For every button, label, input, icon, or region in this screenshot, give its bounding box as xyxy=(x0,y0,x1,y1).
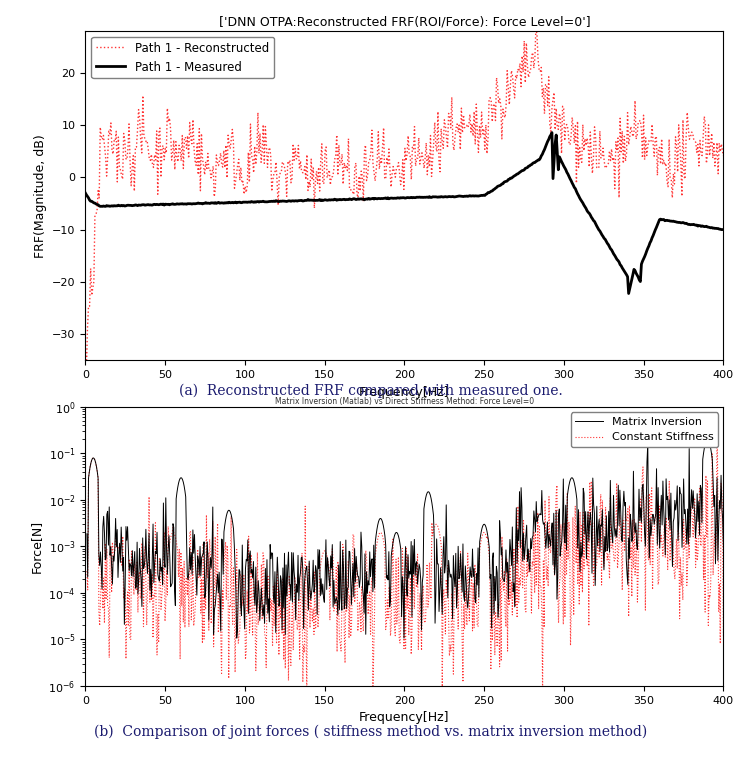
Path 1 - Measured xyxy=(457,191,466,201)
Matrix Inversion xyxy=(82,529,91,539)
Constant Stiffness xyxy=(489,606,498,615)
Constant Stiffness xyxy=(712,412,721,421)
Path 1 - Measured xyxy=(507,174,516,183)
Y-axis label: Force[N]: Force[N] xyxy=(30,520,43,573)
Legend: Path 1 - Reconstructed, Path 1 - Measured: Path 1 - Reconstructed, Path 1 - Measure… xyxy=(91,37,274,78)
Path 1 - Measured xyxy=(548,128,556,137)
Path 1 - Reconstructed xyxy=(719,151,728,160)
Line: Path 1 - Measured: Path 1 - Measured xyxy=(85,133,723,294)
Path 1 - Reconstructed xyxy=(246,119,255,129)
Path 1 - Reconstructed xyxy=(563,124,572,133)
Matrix Inversion xyxy=(470,564,479,573)
Line: Matrix Inversion: Matrix Inversion xyxy=(87,439,723,638)
X-axis label: Frequency[Hz]: Frequency[Hz] xyxy=(359,386,450,398)
Title: Matrix Inversion (Matlab) vs Direct Stiffness Method: Force Level=0: Matrix Inversion (Matlab) vs Direct Stif… xyxy=(275,397,534,406)
Path 1 - Measured xyxy=(562,167,571,177)
Matrix Inversion xyxy=(703,435,712,444)
Path 1 - Reconstructed xyxy=(458,128,467,137)
Path 1 - Measured xyxy=(370,195,378,204)
Line: Constant Stiffness: Constant Stiffness xyxy=(87,416,723,695)
Constant Stiffness xyxy=(719,632,728,641)
Matrix Inversion xyxy=(489,548,498,557)
Constant Stiffness xyxy=(302,691,311,700)
Path 1 - Reconstructed xyxy=(81,344,90,353)
Matrix Inversion xyxy=(122,522,131,531)
Matrix Inversion xyxy=(453,585,462,594)
Matrix Inversion xyxy=(399,633,408,642)
Path 1 - Measured xyxy=(81,188,90,198)
Path 1 - Measured xyxy=(245,198,254,207)
Constant Stiffness xyxy=(470,623,479,632)
Text: (a)  Reconstructed FRF compared with measured one.: (a) Reconstructed FRF compared with meas… xyxy=(179,384,563,398)
Constant Stiffness xyxy=(453,578,462,587)
Legend: Matrix Inversion, Constant Stiffness: Matrix Inversion, Constant Stiffness xyxy=(571,412,718,447)
Path 1 - Measured xyxy=(624,289,633,298)
Path 1 - Reconstructed xyxy=(82,367,91,376)
Path 1 - Measured xyxy=(719,225,728,234)
X-axis label: Frequency[Hz]: Frequency[Hz] xyxy=(359,711,450,724)
Constant Stiffness xyxy=(122,654,131,663)
Constant Stiffness xyxy=(631,557,640,567)
Constant Stiffness xyxy=(82,567,91,576)
Path 1 - Reconstructed xyxy=(195,124,204,133)
Line: Path 1 - Reconstructed: Path 1 - Reconstructed xyxy=(85,26,723,371)
Text: (b)  Comparison of joint forces ( stiffness method vs. matrix inversion method): (b) Comparison of joint forces ( stiffne… xyxy=(94,725,648,739)
Path 1 - Measured xyxy=(194,198,203,208)
Matrix Inversion xyxy=(631,518,640,528)
Constant Stiffness xyxy=(566,641,575,650)
Path 1 - Reconstructed xyxy=(508,72,517,81)
Matrix Inversion xyxy=(566,475,575,484)
Title: ['DNN OTPA:Reconstructed FRF(ROI/Force): Force Level=0']: ['DNN OTPA:Reconstructed FRF(ROI/Force):… xyxy=(219,16,590,29)
Matrix Inversion xyxy=(719,541,728,550)
Path 1 - Reconstructed xyxy=(371,176,380,185)
Y-axis label: FRF(Magnitude, dB): FRF(Magnitude, dB) xyxy=(33,134,47,257)
Path 1 - Reconstructed xyxy=(531,22,540,31)
